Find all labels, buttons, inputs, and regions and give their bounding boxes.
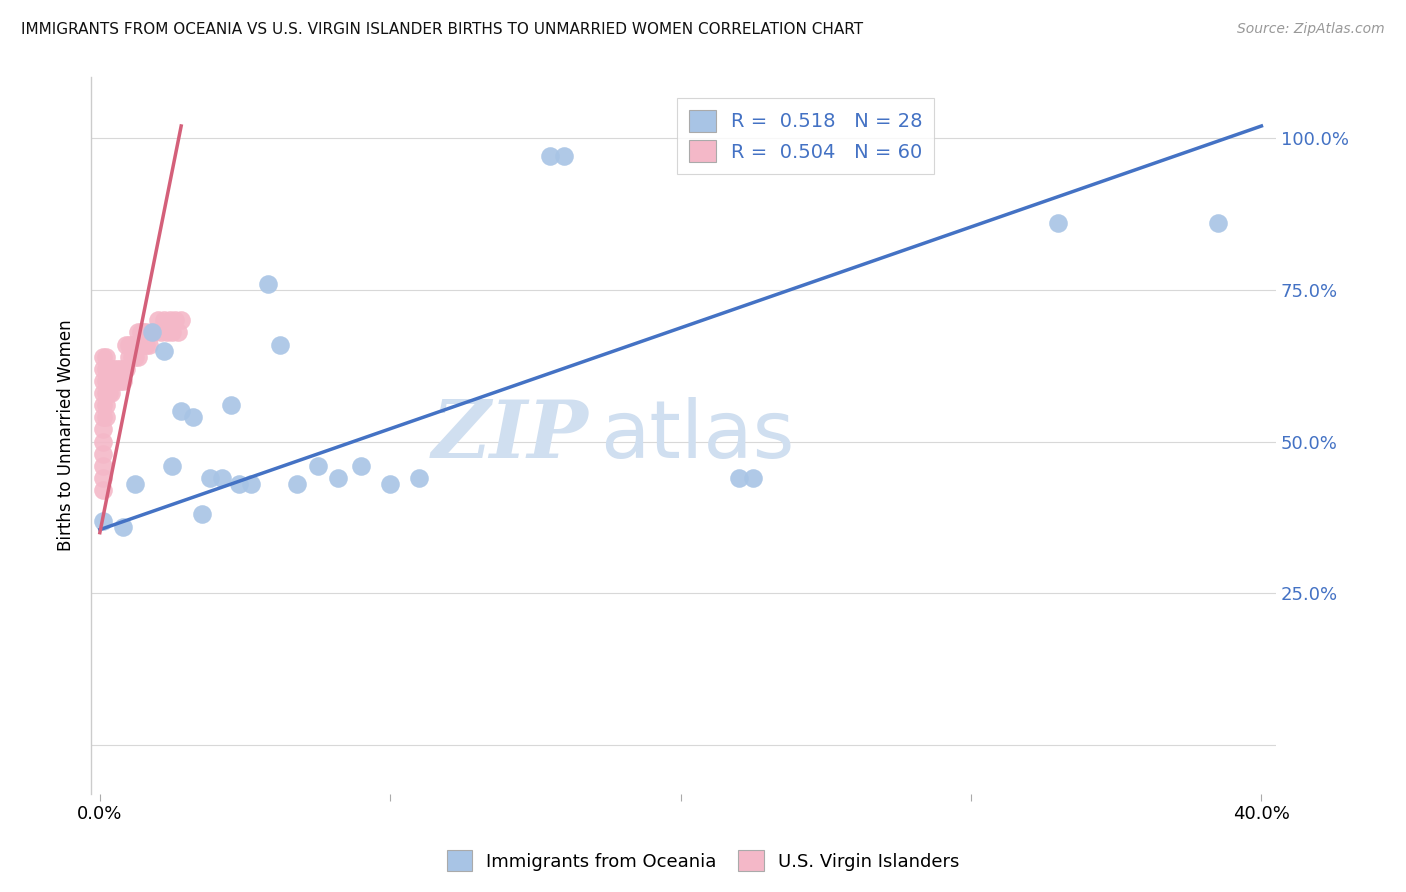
Point [103, 374, 125, 388]
Point [538, 149, 561, 163]
Point [127, 326, 149, 340]
Text: atlas: atlas [600, 397, 794, 475]
Point [94, 361, 117, 376]
Point [108, 374, 131, 388]
Point [211, 471, 233, 485]
Point [219, 398, 242, 412]
Point [97, 374, 120, 388]
Point [91, 434, 114, 449]
Point [141, 326, 163, 340]
Point [124, 337, 146, 351]
Point [135, 326, 157, 340]
Point [165, 313, 187, 327]
Point [553, 149, 575, 163]
Point [1206, 216, 1229, 230]
Point [129, 326, 152, 340]
Point [162, 326, 184, 340]
Point [257, 277, 280, 291]
Point [91, 514, 114, 528]
Text: ZIP: ZIP [432, 397, 589, 475]
Point [200, 471, 222, 485]
Point [121, 350, 143, 364]
Point [94, 386, 117, 401]
Point [100, 361, 122, 376]
Point [132, 337, 155, 351]
Point [100, 374, 122, 388]
Point [239, 477, 262, 491]
Point [326, 471, 349, 485]
Point [149, 326, 172, 340]
Point [167, 326, 190, 340]
Point [91, 422, 114, 436]
Point [105, 361, 128, 376]
Legend: R =  0.518   N = 28, R =  0.504   N = 60: R = 0.518 N = 28, R = 0.504 N = 60 [676, 98, 935, 174]
Point [143, 326, 166, 340]
Point [94, 410, 117, 425]
Point [162, 458, 184, 473]
Point [112, 361, 135, 376]
Point [121, 337, 143, 351]
Point [170, 404, 193, 418]
Text: IMMIGRANTS FROM OCEANIA VS U.S. VIRGIN ISLANDER BIRTHS TO UNMARRIED WOMEN CORREL: IMMIGRANTS FROM OCEANIA VS U.S. VIRGIN I… [21, 22, 863, 37]
Point [408, 471, 430, 485]
Point [91, 410, 114, 425]
Point [100, 386, 122, 401]
Point [170, 313, 193, 327]
Point [181, 410, 204, 425]
Point [127, 350, 149, 364]
Point [118, 337, 141, 351]
Point [97, 361, 120, 376]
Point [124, 477, 146, 491]
Point [91, 350, 114, 364]
Point [103, 361, 125, 376]
Point [115, 337, 138, 351]
Point [129, 337, 152, 351]
Point [146, 313, 169, 327]
Point [97, 386, 120, 401]
Point [135, 337, 157, 351]
Point [91, 386, 114, 401]
Point [91, 458, 114, 473]
Point [91, 447, 114, 461]
Point [152, 343, 174, 358]
Point [91, 398, 114, 412]
Point [112, 374, 135, 388]
Point [91, 374, 114, 388]
Point [190, 508, 212, 522]
Point [108, 361, 131, 376]
Point [115, 361, 138, 376]
Point [1047, 216, 1070, 230]
Text: Source: ZipAtlas.com: Source: ZipAtlas.com [1237, 22, 1385, 37]
Point [159, 313, 181, 327]
Point [132, 326, 155, 340]
Point [124, 350, 146, 364]
Point [350, 458, 373, 473]
Point [269, 337, 291, 351]
Y-axis label: Births to Unmarried Women: Births to Unmarried Women [58, 319, 75, 551]
Point [380, 477, 402, 491]
Point [156, 326, 179, 340]
Legend: Immigrants from Oceania, U.S. Virgin Islanders: Immigrants from Oceania, U.S. Virgin Isl… [439, 843, 967, 879]
Point [105, 374, 128, 388]
Point [138, 337, 160, 351]
Point [112, 519, 135, 533]
Point [307, 458, 329, 473]
Point [91, 471, 114, 485]
Point [94, 350, 117, 364]
Point [727, 471, 749, 485]
Point [152, 313, 174, 327]
Point [228, 477, 250, 491]
Point [94, 374, 117, 388]
Point [94, 398, 117, 412]
Point [141, 326, 163, 340]
Point [91, 483, 114, 498]
Point [742, 471, 765, 485]
Point [285, 477, 308, 491]
Point [118, 350, 141, 364]
Point [91, 361, 114, 376]
